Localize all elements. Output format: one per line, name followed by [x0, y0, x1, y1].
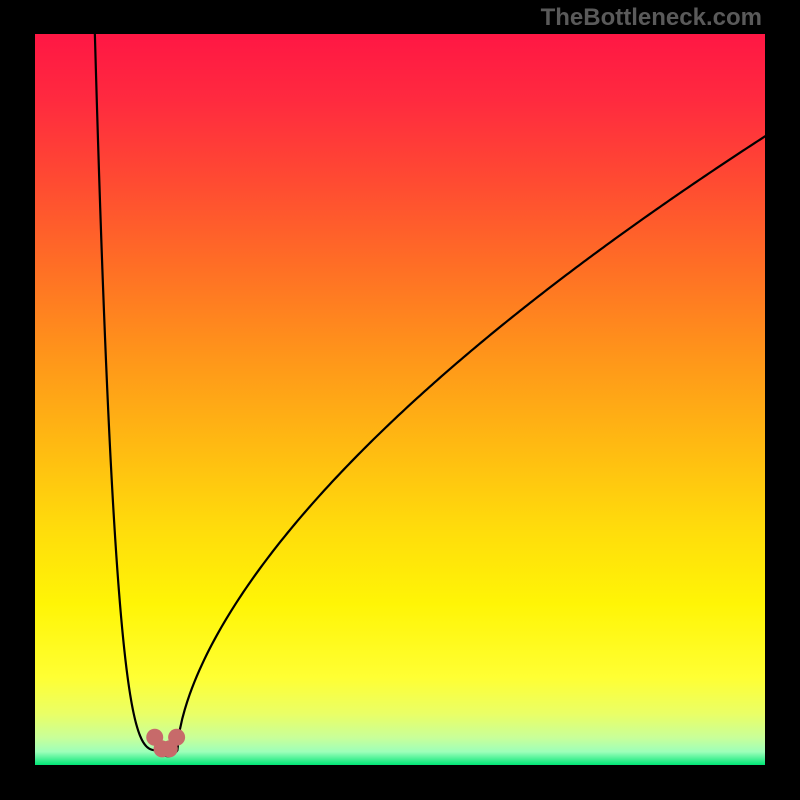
watermark-text: TheBottleneck.com [541, 4, 762, 32]
bottleneck-curve [95, 34, 765, 756]
dip-marker [146, 729, 185, 758]
chart-frame: TheBottleneck.com [0, 0, 800, 800]
curve-svg [0, 0, 800, 800]
